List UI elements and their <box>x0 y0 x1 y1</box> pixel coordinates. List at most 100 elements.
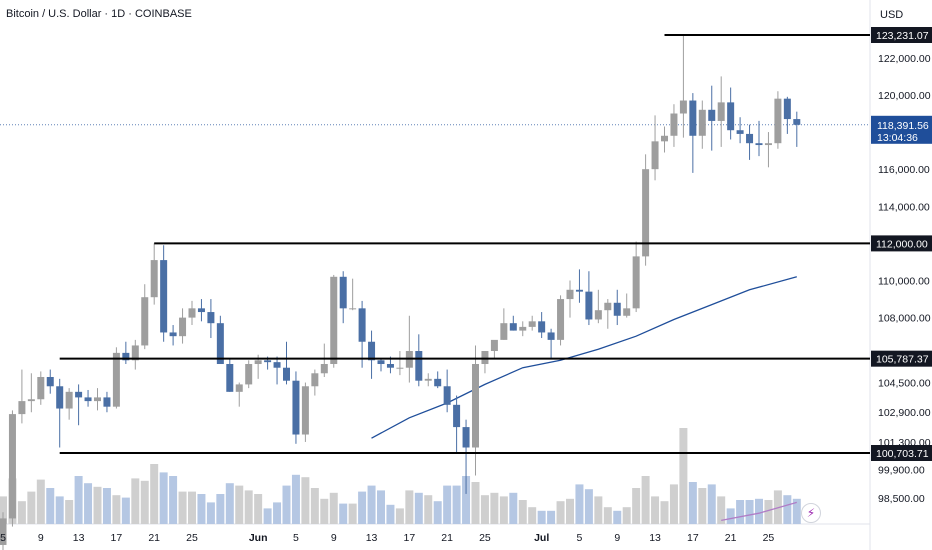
candle-body <box>160 260 168 333</box>
price-tick-label: 110,000.00 <box>878 276 930 288</box>
volume-bar <box>405 490 414 524</box>
volume-bar <box>140 480 149 524</box>
volume-bar <box>792 498 801 524</box>
candle-body <box>8 414 16 519</box>
candle-body <box>377 360 385 365</box>
candle-body <box>585 291 593 320</box>
candle-body <box>642 169 650 257</box>
candle-body <box>197 308 205 313</box>
volume-bar <box>206 502 215 524</box>
volume-bar <box>17 501 26 524</box>
time-axis[interactable]: 5 9 13 17 21 25 Jun 5 9 13 17 21 25 Jul 5 9 13 17 21 25 <box>0 532 774 544</box>
volume-bar <box>679 428 688 524</box>
volume-bar <box>452 485 461 524</box>
volume-bar <box>348 503 357 524</box>
time-tick-label: 5 <box>0 532 6 544</box>
time-tick-label: 21 <box>725 532 737 544</box>
volume-bar <box>150 464 159 524</box>
candle-body <box>245 364 253 385</box>
volume-bar <box>244 490 253 524</box>
candle-body <box>793 119 801 125</box>
volume-bar <box>726 508 735 524</box>
currency-button[interactable]: USD <box>880 9 904 21</box>
price-tick-label: 102,900.00 <box>878 407 931 419</box>
volume-bar <box>698 488 707 524</box>
volume-bar <box>159 472 168 524</box>
candle-body <box>235 384 243 392</box>
last-price-tag <box>871 115 932 144</box>
candle-body <box>481 351 489 365</box>
volume-bar <box>584 489 593 524</box>
candle-body <box>453 404 461 428</box>
volume-bar <box>518 500 527 524</box>
price-tick-label: 108,000.00 <box>878 313 931 325</box>
volume-bar <box>717 496 726 524</box>
volume-bar <box>367 485 376 524</box>
candle-body <box>273 362 281 368</box>
volume-bar <box>93 486 102 524</box>
candle-body <box>434 378 442 387</box>
volume-bar <box>783 495 792 524</box>
candle-body <box>46 376 54 387</box>
volume-bar <box>121 497 130 524</box>
volume-bar <box>169 476 178 524</box>
candle-body <box>509 323 517 331</box>
candle-body <box>557 299 565 340</box>
volume-bar <box>46 488 55 524</box>
candle-body <box>538 321 546 333</box>
volume-bar <box>414 492 423 524</box>
volume-bar <box>490 492 499 524</box>
candle-body <box>670 113 678 136</box>
volume-bar <box>575 484 584 524</box>
candle-body <box>150 260 158 298</box>
volume-bar <box>282 485 291 524</box>
volume-bar <box>395 508 404 524</box>
volume-bar <box>178 491 187 524</box>
candle-body <box>188 308 196 318</box>
lightning-icon[interactable]: ⚡ <box>801 503 821 523</box>
volume-bar <box>537 510 546 524</box>
time-tick-label: 5 <box>293 532 299 544</box>
moving-average-line <box>371 276 797 439</box>
candle-body <box>708 109 716 121</box>
candle-body <box>103 397 111 407</box>
candle-body <box>755 143 763 146</box>
price-axis[interactable]: 122,000.00 120,000.00 116,000.00 114,000.00… <box>871 27 932 505</box>
volume-bar <box>443 485 452 524</box>
candle-body <box>18 401 26 415</box>
volume-bar <box>433 501 442 524</box>
price-tick-label: 122,000.00 <box>878 53 931 65</box>
volume-bar <box>471 482 480 524</box>
time-tick-label: 25 <box>479 532 491 544</box>
candle-body <box>632 256 640 309</box>
time-tick-label: 25 <box>763 532 775 544</box>
volume-bar <box>102 488 111 524</box>
volume-ma-line <box>721 501 797 522</box>
volume-bar <box>688 482 697 524</box>
candle-body <box>783 98 791 120</box>
candle-countdown: 13:04:36 <box>877 132 918 144</box>
horizontal-levels[interactable] <box>59 34 870 454</box>
candle-body <box>27 399 35 402</box>
candle-body <box>169 332 177 337</box>
volume-bar <box>112 495 121 524</box>
price-tick-label: 99,900.00 <box>878 464 925 476</box>
time-tick-label: 13 <box>366 532 378 544</box>
volume-bar <box>225 483 234 524</box>
candle-body <box>320 364 328 374</box>
time-tick-label: 5 <box>577 532 583 544</box>
candle-body <box>594 310 602 320</box>
candle-body <box>415 351 423 381</box>
candle-body <box>254 360 262 365</box>
candlesticks <box>0 35 801 550</box>
candle-body <box>358 308 366 342</box>
volume-bar <box>254 494 263 524</box>
volume-bar <box>603 507 612 524</box>
volume-bar <box>480 495 489 524</box>
volume-bar <box>462 476 471 524</box>
candle-body <box>386 364 394 368</box>
candle-body <box>226 364 234 392</box>
volume-bar <box>509 492 518 524</box>
time-tick-label: 9 <box>331 532 337 544</box>
